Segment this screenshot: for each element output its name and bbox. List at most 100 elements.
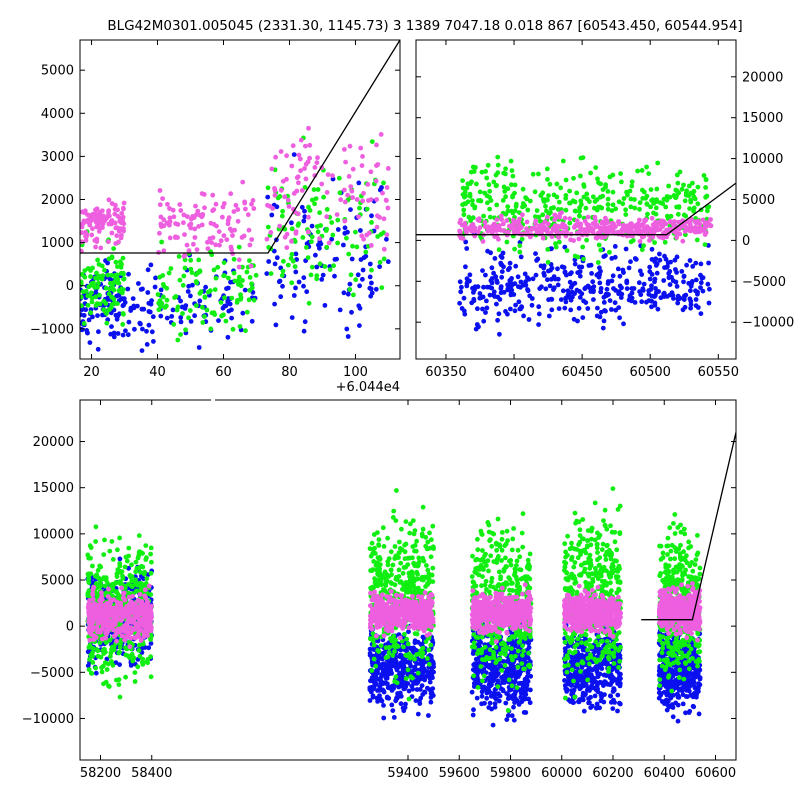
data-point <box>598 289 604 295</box>
data-point <box>175 222 181 227</box>
data-point <box>93 524 99 530</box>
data-point <box>138 321 143 327</box>
data-point <box>346 251 352 257</box>
data-point <box>600 325 606 331</box>
y-tick-label: 1000 <box>41 236 74 251</box>
data-point <box>360 276 365 282</box>
data-point <box>586 696 591 701</box>
data-point <box>138 569 143 575</box>
data-point <box>403 701 408 707</box>
data-point <box>289 163 295 169</box>
data-point <box>223 303 229 309</box>
data-point <box>196 224 202 229</box>
data-point <box>639 299 645 305</box>
data-point <box>157 188 163 193</box>
data-point <box>595 271 601 277</box>
data-point <box>247 242 253 248</box>
data-point <box>104 656 110 662</box>
data-point <box>275 195 281 201</box>
data-point <box>578 198 584 204</box>
data-point <box>599 694 604 700</box>
data-point <box>545 277 550 283</box>
data-point <box>581 298 586 304</box>
data-point <box>180 311 185 316</box>
data-point <box>235 207 241 212</box>
data-point <box>237 324 243 329</box>
data-point <box>648 204 653 210</box>
data-point <box>469 179 474 185</box>
data-point <box>202 205 207 211</box>
data-point <box>526 317 532 322</box>
data-point <box>379 285 385 291</box>
data-point <box>581 184 587 189</box>
data-point <box>374 224 380 230</box>
data-point <box>474 181 479 187</box>
data-point <box>249 318 255 324</box>
data-point <box>236 257 242 263</box>
data-point <box>355 272 361 278</box>
data-point <box>460 236 466 242</box>
data-point <box>239 235 245 240</box>
data-point <box>211 221 217 227</box>
data-point <box>293 269 299 275</box>
data-point <box>650 197 656 203</box>
data-point <box>543 203 548 209</box>
data-point <box>93 213 99 219</box>
data-point <box>221 260 227 265</box>
data-point <box>406 629 411 635</box>
data-point <box>265 194 271 200</box>
data-point <box>374 142 379 148</box>
x-tick-label: 60 <box>215 365 232 380</box>
data-point <box>593 165 599 171</box>
data-point <box>657 257 663 263</box>
data-point <box>243 328 248 334</box>
data-point <box>365 182 371 187</box>
data-point <box>640 288 646 293</box>
data-point <box>380 671 385 677</box>
data-point <box>369 267 374 273</box>
data-point <box>115 313 121 319</box>
data-point <box>538 227 544 233</box>
data-point <box>181 273 187 279</box>
data-point <box>540 212 546 218</box>
data-point <box>180 282 186 288</box>
data-point <box>675 293 681 299</box>
data-point <box>348 207 353 213</box>
data-point <box>116 292 122 298</box>
data-point <box>629 183 635 189</box>
data-point <box>674 193 679 199</box>
data-point <box>516 681 522 686</box>
data-point <box>675 694 681 700</box>
data-point <box>465 181 471 187</box>
data-point <box>338 197 344 203</box>
data-point <box>373 286 379 292</box>
data-point <box>140 551 146 556</box>
data-point <box>368 286 374 292</box>
x-tick-label: 60350 <box>425 365 466 380</box>
data-point <box>581 683 586 689</box>
data-point <box>679 269 685 274</box>
data-point <box>313 252 318 258</box>
data-point <box>83 288 89 294</box>
data-point <box>111 287 117 293</box>
data-point <box>135 664 141 670</box>
data-point <box>89 214 94 220</box>
data-point <box>296 180 301 186</box>
data-point <box>460 192 466 198</box>
data-point <box>136 565 142 571</box>
data-point <box>116 682 122 687</box>
data-point <box>240 310 246 316</box>
y-tick-label: 3000 <box>41 150 74 165</box>
data-point <box>586 664 592 670</box>
data-point <box>491 668 497 674</box>
data-point <box>644 193 650 199</box>
data-point <box>511 717 517 723</box>
data-point <box>596 648 601 654</box>
data-point <box>513 263 519 269</box>
data-point <box>610 273 616 279</box>
data-point <box>109 659 114 664</box>
data-point <box>536 322 541 327</box>
data-point <box>83 218 88 224</box>
data-point <box>92 238 98 243</box>
data-point <box>594 666 600 672</box>
